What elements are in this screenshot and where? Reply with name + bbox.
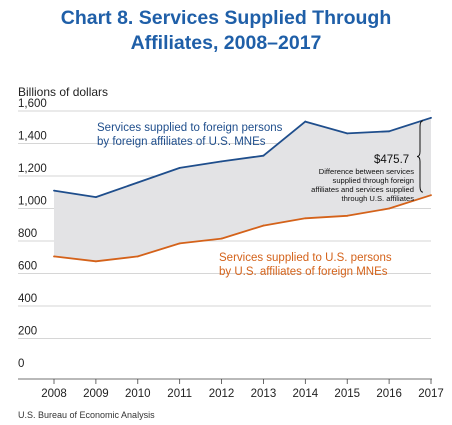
series-1-point [262, 154, 265, 157]
series-2-point [53, 255, 55, 258]
difference-value: $475.7 [374, 154, 409, 166]
series-2-point [220, 237, 223, 240]
chart-title-line-2: Affiliates, 2008–2017 [131, 32, 322, 54]
y-tick-label: 1,400 [18, 131, 47, 143]
series-1-point [430, 116, 432, 119]
y-tick-label: 600 [18, 261, 37, 273]
series-2-point [94, 260, 97, 263]
y-tick-label: 0 [18, 358, 24, 370]
x-tick-label: 2008 [41, 388, 67, 400]
x-tick-label: 2015 [334, 388, 360, 400]
y-tick-label: 800 [18, 228, 37, 240]
series-1-point [94, 196, 97, 199]
series-line-2 [53, 194, 432, 263]
x-tick-label: 2013 [251, 388, 277, 400]
x-tick-label: 2009 [83, 388, 109, 400]
series-1-point [220, 160, 223, 163]
series-1-point [304, 120, 307, 123]
x-tick-label: 2016 [376, 388, 402, 400]
y-tick-label: 1,600 [18, 98, 47, 110]
series-label-us-affiliates-line-2: by U.S. affiliates of foreign MNEs [219, 266, 388, 278]
series-1-point [178, 166, 181, 169]
y-axis-label: Billions of dollars [18, 85, 108, 99]
series-2-point [304, 217, 307, 220]
series-2-point [346, 214, 349, 217]
chart-title-line-1: Chart 8. Services Supplied Through [61, 7, 391, 29]
difference-note-line-4: through U.S. affiliates [342, 194, 415, 203]
x-tick-label: 2012 [209, 388, 235, 400]
difference-brace [416, 120, 424, 193]
y-tick-label: 1,000 [18, 196, 47, 208]
series-1-point [388, 130, 391, 133]
series-2-point [178, 242, 181, 245]
series-label-foreign-affiliates-line-2: by foreign affiliates of U.S. MNEs [97, 136, 266, 148]
series-1-point [136, 181, 139, 184]
difference-note-line-3: affiliates and services supplied [311, 185, 414, 194]
x-tick-label: 2017 [418, 388, 444, 400]
series-1-point [346, 132, 349, 135]
series-2-point [262, 224, 265, 227]
series-label-foreign-affiliates-line-1: Services supplied to foreign persons [97, 122, 283, 134]
y-tick-label: 400 [18, 293, 37, 305]
gap-area-fill [54, 117, 431, 262]
x-tick-label: 2011 [167, 388, 192, 400]
series-lines [53, 116, 432, 263]
difference-note-line-2: supplied through foreign [333, 176, 414, 185]
x-tick-label: 2010 [125, 388, 151, 400]
series-2-point [136, 255, 139, 258]
series-1-point [53, 189, 55, 192]
series-line-1 [53, 116, 432, 199]
y-tick-label: 200 [18, 326, 37, 338]
series-label-us-affiliates-line-1: Services supplied to U.S. persons [219, 252, 392, 264]
x-tick-labels: 2008 2009 2010 2011 2012 2013 2014 2015 2016 2017 [41, 379, 444, 400]
x-tick-label: 2014 [293, 388, 319, 400]
series-2-point [430, 194, 432, 197]
difference-note-line-1: Difference between services [319, 167, 414, 176]
y-tick-labels: 0 200 400 600 800 1,000 1,200 1,400 1,600 [18, 98, 47, 370]
source-note: U.S. Bureau of Economic Analysis [18, 410, 155, 420]
series-2-point [388, 207, 391, 210]
y-tick-label: 1,200 [18, 163, 47, 175]
